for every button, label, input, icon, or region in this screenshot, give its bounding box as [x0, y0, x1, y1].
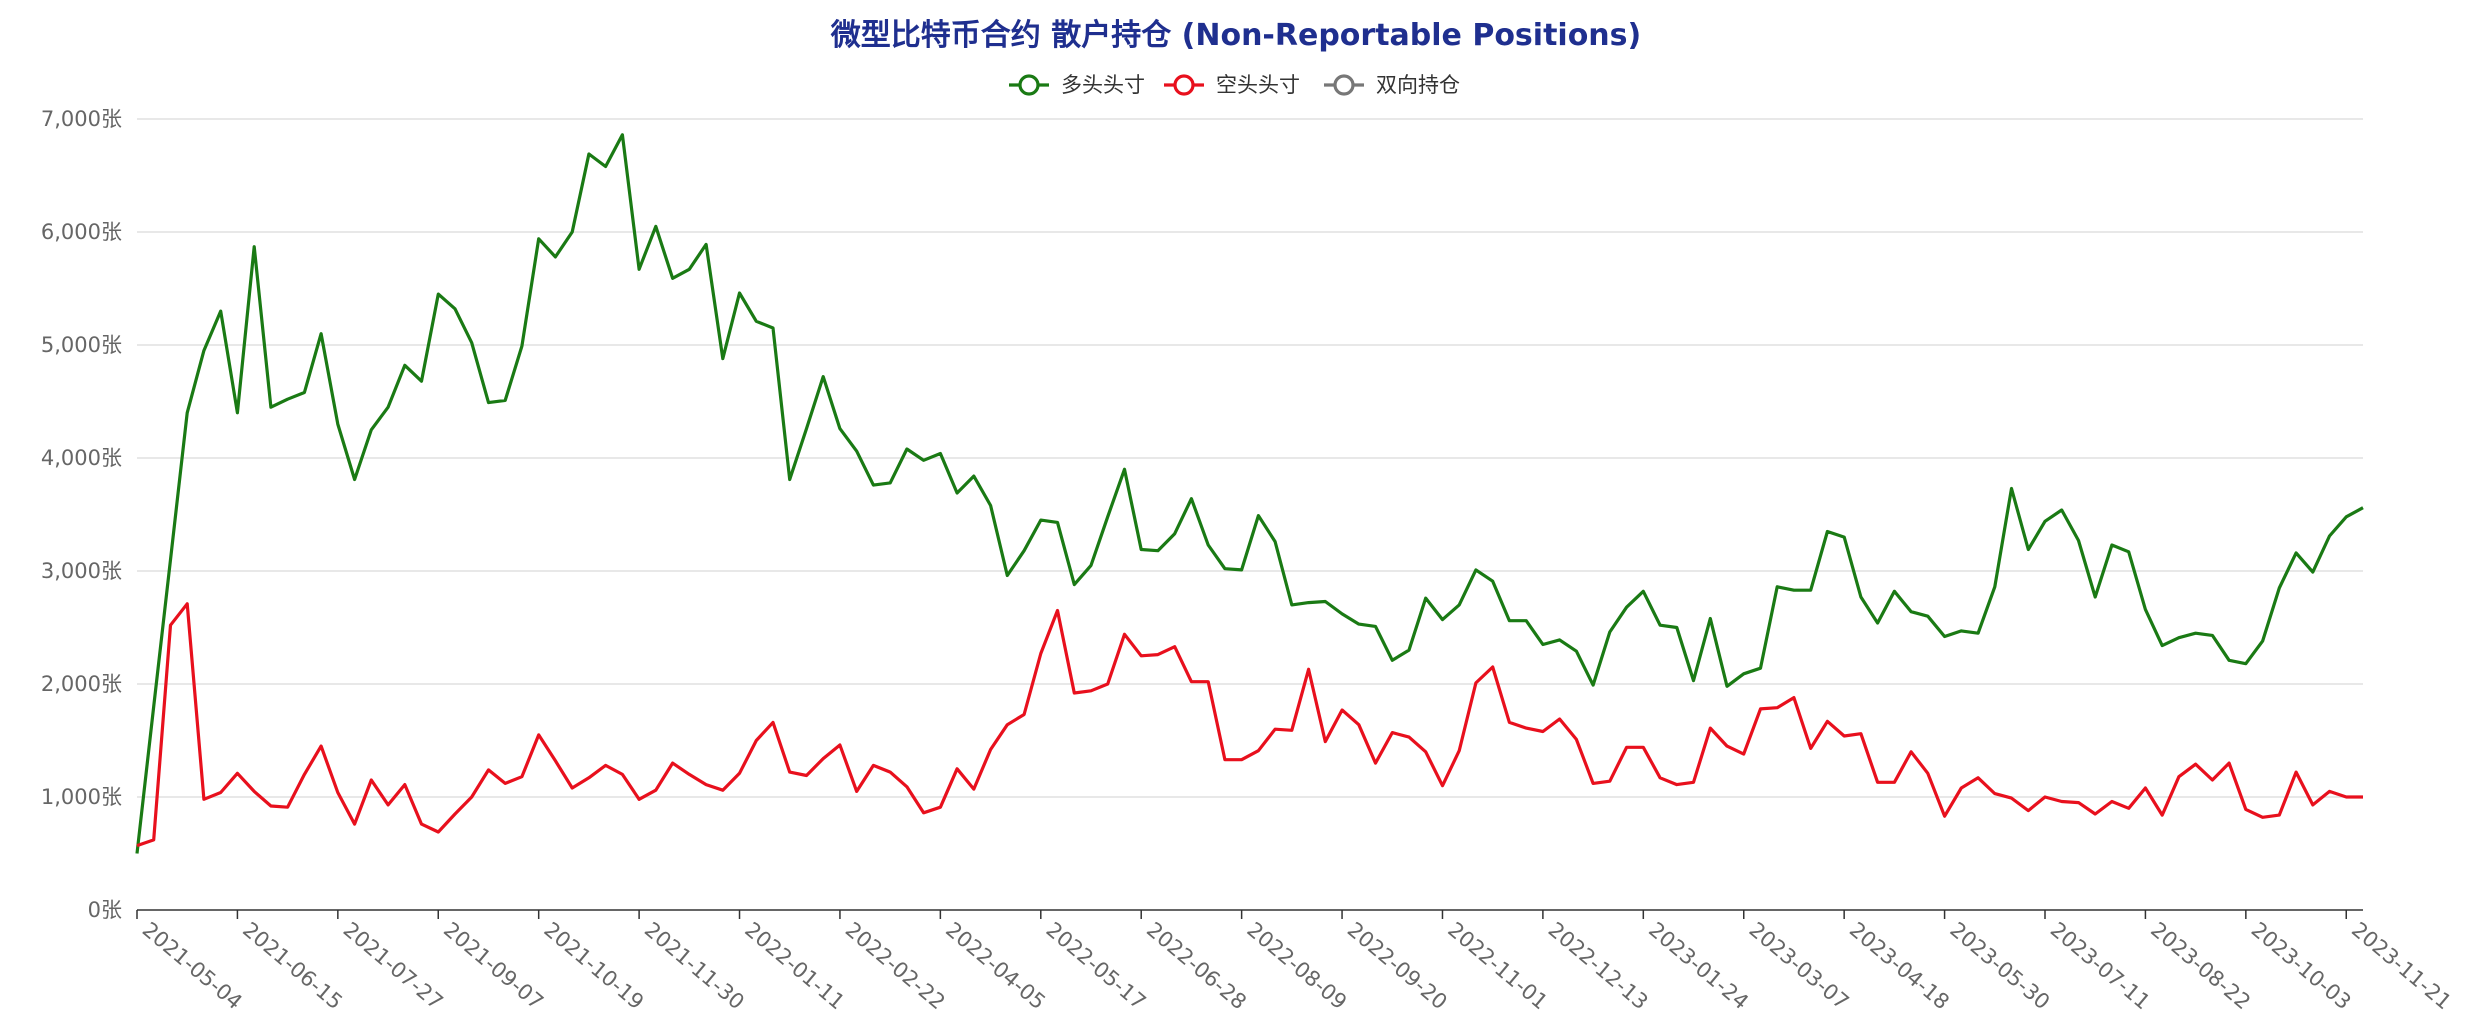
gridlines	[137, 118, 2363, 798]
legend-label-2: 双向持仓	[1376, 73, 1460, 97]
x-tick-label: 2021-05-04	[138, 917, 247, 1014]
x-tick-label: 2022-04-05	[941, 917, 1050, 1014]
y-axis: 0张 1,000张 2,000张 3,000张 4,000张 5,000张 6,000张 7,…	[41, 107, 122, 922]
x-tick-label: 2022-11-01	[1443, 917, 1552, 1014]
legend-marker-0	[1018, 74, 1040, 96]
x-tick-label: 2023-10-03	[2247, 917, 2356, 1014]
x-tick-label: 2023-08-22	[2146, 917, 2255, 1014]
x-tick-label: 2023-01-24	[1644, 917, 1753, 1014]
y-tick-label: 3,000张	[41, 559, 122, 583]
x-tick-label: 2021-07-27	[339, 917, 448, 1014]
x-tick-label: 2023-03-07	[1745, 917, 1854, 1014]
x-tick-label: 2022-06-28	[1142, 917, 1251, 1014]
x-tick-label: 2021-09-07	[439, 917, 548, 1014]
x-axis: 2021-05-042021-06-152021-07-272021-09-07…	[136, 909, 2456, 1014]
y-tick-label: 1,000张	[41, 785, 122, 809]
y-tick-label: 2,000张	[41, 672, 122, 696]
legend-label-1: 空头头寸	[1216, 73, 1300, 97]
x-tick-label: 2022-09-20	[1343, 917, 1452, 1014]
x-tick-label: 2021-11-30	[640, 917, 749, 1014]
x-tick-label: 2023-05-30	[1945, 917, 2054, 1014]
legend: 多头头寸 空头头寸 双向持仓	[1009, 73, 1460, 97]
x-tick-label: 2021-10-19	[539, 917, 648, 1014]
x-tick-label: 2022-05-17	[1042, 917, 1151, 1014]
y-tick-label: 5,000张	[41, 333, 122, 357]
x-tick-label: 2023-07-11	[2046, 917, 2155, 1014]
y-tick-label: 4,000张	[41, 446, 122, 470]
x-tick-label: 2023-04-18	[1845, 917, 1954, 1014]
x-tick-label: 2021-06-15	[238, 917, 347, 1014]
legend-label-0: 多头头寸	[1061, 73, 1145, 97]
x-tick-label: 2022-12-13	[1544, 917, 1653, 1014]
series-line-0	[135, 133, 2364, 854]
legend-marker-2	[1333, 74, 1355, 96]
x-tick-label: 2022-02-22	[841, 917, 950, 1014]
y-tick-label: 0张	[88, 898, 122, 922]
y-tick-label: 7,000张	[41, 107, 122, 131]
x-tick-label: 2022-08-09	[1242, 917, 1351, 1014]
x-tick-label: 2023-11-21	[2347, 917, 2456, 1014]
series-line-1	[136, 602, 2363, 848]
chart-title: 微型比特币合约 散户持仓 (Non-Reportable Positions)	[830, 18, 1641, 53]
legend-marker-1	[1173, 74, 1195, 96]
x-tick-label: 2022-01-11	[740, 917, 849, 1014]
y-tick-label: 6,000张	[41, 220, 122, 244]
series-lines	[135, 133, 2364, 854]
